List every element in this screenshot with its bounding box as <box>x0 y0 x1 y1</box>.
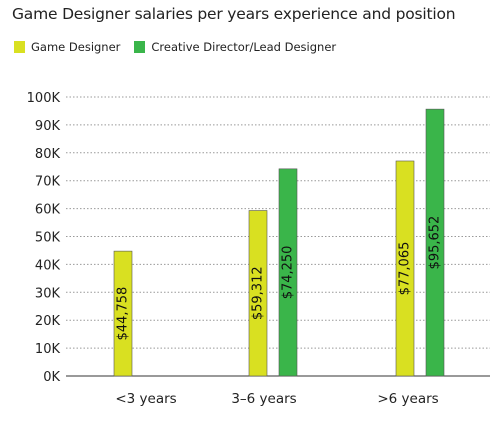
y-tick-label: 60K <box>35 203 61 218</box>
y-tick-label: 100K <box>27 91 61 106</box>
legend-label-game-designer: Game Designer <box>31 40 121 54</box>
x-tick-label: <3 years <box>115 391 176 407</box>
y-tick-label: 50K <box>35 231 61 246</box>
y-tick-label: 0K <box>43 370 60 385</box>
chart-title: Game Designer salaries per years experie… <box>12 5 456 23</box>
data-label: $74,250 <box>281 246 296 300</box>
y-tick-label: 40K <box>35 258 61 273</box>
chart-legend: Game Designer Creative Director/Lead Des… <box>14 40 350 54</box>
legend-swatch-creative-director <box>134 41 146 53</box>
legend-label-creative-director: Creative Director/Lead Designer <box>151 40 337 54</box>
bar <box>278 168 298 377</box>
y-tick-label: 80K <box>35 147 61 162</box>
y-tick-label: 70K <box>35 175 61 190</box>
data-label: $59,312 <box>251 266 266 320</box>
bar <box>425 108 445 377</box>
data-label: $77,065 <box>398 242 413 296</box>
legend-item-game-designer: Game Designer <box>14 40 120 54</box>
y-tick-label: 20K <box>35 314 61 329</box>
y-tick-label: 90K <box>35 119 61 134</box>
y-tick-label: 10K <box>35 342 61 357</box>
data-label: $95,652 <box>428 216 443 270</box>
legend-swatch-game-designer <box>14 41 25 53</box>
bar <box>113 250 133 377</box>
legend-item-creative-director: Creative Director/Lead Designer <box>134 40 336 54</box>
x-tick-label: >6 years <box>377 391 438 407</box>
y-tick-label: 30K <box>35 286 61 301</box>
data-label: $44,758 <box>116 287 131 341</box>
bar <box>395 160 415 377</box>
bar <box>248 210 268 377</box>
x-tick-label: 3–6 years <box>231 391 296 407</box>
